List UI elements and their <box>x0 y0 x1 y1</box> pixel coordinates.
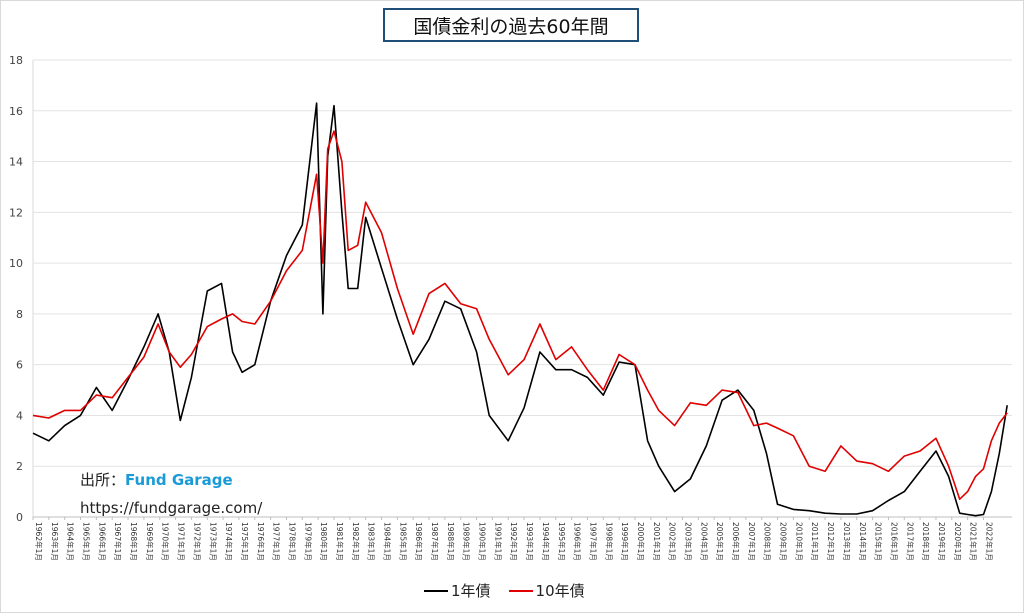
x-tick-label: 2005年1月 <box>715 522 725 561</box>
x-tick-label: 1995年1月 <box>557 522 567 561</box>
x-tick-label: 2008年1月 <box>763 522 773 561</box>
x-tick-label: 1977年1月 <box>272 522 282 561</box>
x-tick-label: 2004年1月 <box>699 522 709 561</box>
x-tick-label: 1975年1月 <box>240 522 250 561</box>
x-tick-label: 2019年1月 <box>937 522 947 561</box>
y-tick-label: 8 <box>16 308 23 321</box>
source-label: 出所： <box>80 471 126 489</box>
x-tick-label: 1989年1月 <box>462 522 472 561</box>
legend-swatch-1y <box>424 589 448 592</box>
x-tick-label: 2003年1月 <box>683 522 693 561</box>
chart-title: 国債金利の過去60年間 <box>383 8 639 42</box>
x-tick-label: 1991年1月 <box>493 522 503 561</box>
x-tick-label: 1983年1月 <box>367 522 377 561</box>
x-tick-label: 1969年1月 <box>145 522 155 561</box>
y-tick-label: 12 <box>9 206 23 219</box>
x-tick-label: 2021年1月 <box>969 522 979 561</box>
x-tick-label: 1970年1月 <box>161 522 171 561</box>
x-tick-label: 2013年1月 <box>842 522 852 561</box>
x-tick-label: 1990年1月 <box>478 522 488 561</box>
y-tick-label: 10 <box>9 257 23 270</box>
y-axis-ticks: 0 2 4 6 8 10 12 14 16 18 <box>9 54 23 524</box>
x-tick-label: 2000年1月 <box>636 522 646 561</box>
x-tick-label: 1968年1月 <box>129 522 139 561</box>
x-tick-label: 2002年1月 <box>668 522 678 561</box>
source-line: 出所：Fund Garage <box>80 466 262 494</box>
legend-swatch-10y <box>508 589 533 592</box>
x-tick-label: 1962年1月 <box>34 522 44 561</box>
legend-label-1y: 1年債 <box>451 582 491 600</box>
x-tick-label: 1967年1月 <box>113 522 123 561</box>
x-tick-label: 2014年1月 <box>858 522 868 561</box>
x-tick-label: 2001年1月 <box>652 522 662 561</box>
y-tick-label: 14 <box>9 156 23 169</box>
series-line-1y <box>32 102 1008 517</box>
x-tick-label: 1982年1月 <box>351 522 361 561</box>
brand-name: Fund Garage <box>125 471 233 489</box>
x-tick-label: 1976年1月 <box>256 522 266 561</box>
x-tick-label: 1965年1月 <box>82 522 92 561</box>
x-tick-label: 1998年1月 <box>604 522 614 561</box>
source-url: https://fundgarage.com/ <box>80 499 263 517</box>
y-tick-label: 0 <box>16 511 23 524</box>
x-tick-label: 2009年1月 <box>779 522 789 561</box>
x-tick-label: 1979年1月 <box>303 522 313 561</box>
legend-item-10y: 10年債 <box>508 580 585 601</box>
x-tick-label: 2015年1月 <box>874 522 884 561</box>
x-tick-label: 1963年1月 <box>50 522 60 561</box>
y-tick-label: 2 <box>16 460 23 473</box>
x-tick-label: 1972年1月 <box>192 522 202 561</box>
x-tick-label: 2022年1月 <box>984 522 994 561</box>
x-tick-label: 2017年1月 <box>905 522 915 561</box>
x-tick-label: 2010年1月 <box>794 522 804 561</box>
x-tick-label: 2012年1月 <box>826 522 836 561</box>
legend-label-10y: 10年債 <box>535 582 585 600</box>
x-tick-label: 1988年1月 <box>446 522 456 561</box>
x-tick-label: 1981年1月 <box>335 522 345 561</box>
x-tick-label: 1993年1月 <box>525 522 535 561</box>
legend: 1年債 10年債 <box>424 580 603 601</box>
series-line-10y <box>32 130 1008 501</box>
x-tick-label: 1966年1月 <box>97 522 107 561</box>
x-tick-label: 1999年1月 <box>620 522 630 561</box>
y-tick-label: 4 <box>16 409 23 422</box>
y-tick-label: 6 <box>16 359 23 372</box>
y-tick-label: 18 <box>9 54 23 67</box>
x-tick-label: 2006年1月 <box>731 522 741 561</box>
x-tick-label: 1997年1月 <box>588 522 598 561</box>
x-tick-label: 2018年1月 <box>921 522 931 561</box>
series-lines <box>32 102 1008 517</box>
x-tick-label: 2016年1月 <box>889 522 899 561</box>
x-tick-label: 1973年1月 <box>208 522 218 561</box>
x-tick-label: 1986年1月 <box>414 522 424 561</box>
x-tick-label: 1964年1月 <box>66 522 76 561</box>
x-tick-label: 2007年1月 <box>747 522 757 561</box>
x-tick-label: 1987年1月 <box>430 522 440 561</box>
x-tick-label: 1971年1月 <box>177 522 187 561</box>
x-tick-label: 1974年1月 <box>224 522 234 561</box>
source-block: 出所：Fund Garage https://fundgarage.com/ <box>80 466 262 522</box>
x-tick-label: 1985年1月 <box>398 522 408 561</box>
x-tick-label: 1994年1月 <box>541 522 551 561</box>
y-tick-label: 16 <box>9 105 23 118</box>
x-tick-label: 1980年1月 <box>319 522 329 561</box>
x-tick-label: 2020年1月 <box>953 522 963 561</box>
x-tick-label: 1992年1月 <box>509 522 519 561</box>
x-tick-label: 1978年1月 <box>287 522 297 561</box>
gridlines <box>32 59 1012 518</box>
x-axis-ticks: 1962年1月 1963年1月 1964年1月 1965年1月 1966年1月 1967年… <box>32 517 994 561</box>
x-tick-label: 1984年1月 <box>383 522 393 561</box>
legend-item-1y: 1年債 <box>424 580 491 601</box>
x-tick-label: 2011年1月 <box>810 522 820 561</box>
x-tick-label: 1996年1月 <box>573 522 583 561</box>
